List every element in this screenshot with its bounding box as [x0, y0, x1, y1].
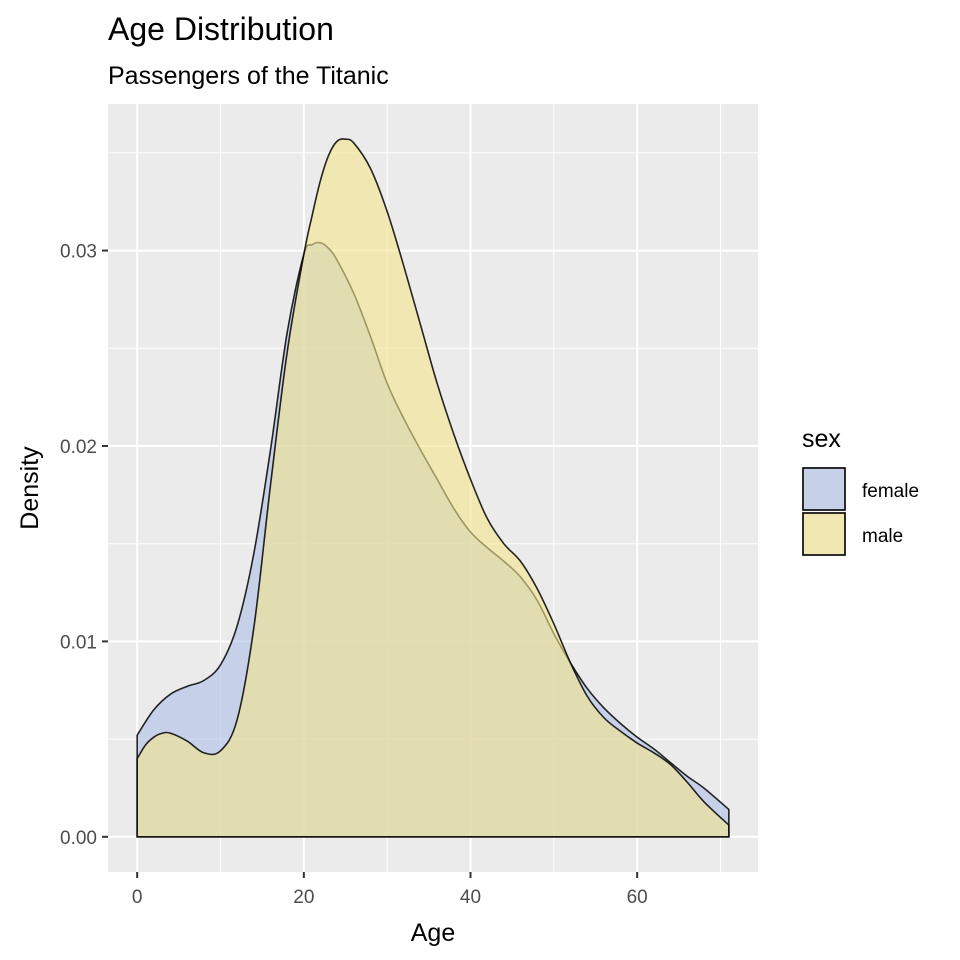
y-tick-label: 0.00 [60, 828, 97, 849]
legend: sex female male [802, 425, 919, 556]
y-axis-title: Density [16, 446, 44, 530]
x-axis-title: Age [411, 919, 455, 947]
x-axis: 0 20 40 60 [132, 872, 648, 908]
legend-label-female: female [862, 481, 919, 502]
legend-title: sex [802, 425, 841, 453]
legend-key-female [802, 467, 846, 511]
density-area-male [136, 138, 730, 838]
legend-key-male [802, 512, 846, 556]
chart-title: Age Distribution [108, 11, 334, 47]
chart-subtitle: Passengers of the Titanic [108, 62, 389, 90]
density-areas [136, 138, 730, 838]
y-tick-label: 0.01 [60, 632, 97, 653]
x-tick-label: 60 [627, 887, 648, 908]
x-tick-label: 40 [460, 887, 481, 908]
y-tick-label: 0.02 [60, 437, 97, 458]
y-axis: 0.00 0.01 0.02 0.03 [60, 242, 108, 849]
y-tick-label: 0.03 [60, 242, 97, 263]
x-tick-label: 0 [132, 887, 143, 908]
legend-label-male: male [862, 526, 903, 547]
x-tick-label: 20 [293, 887, 314, 908]
